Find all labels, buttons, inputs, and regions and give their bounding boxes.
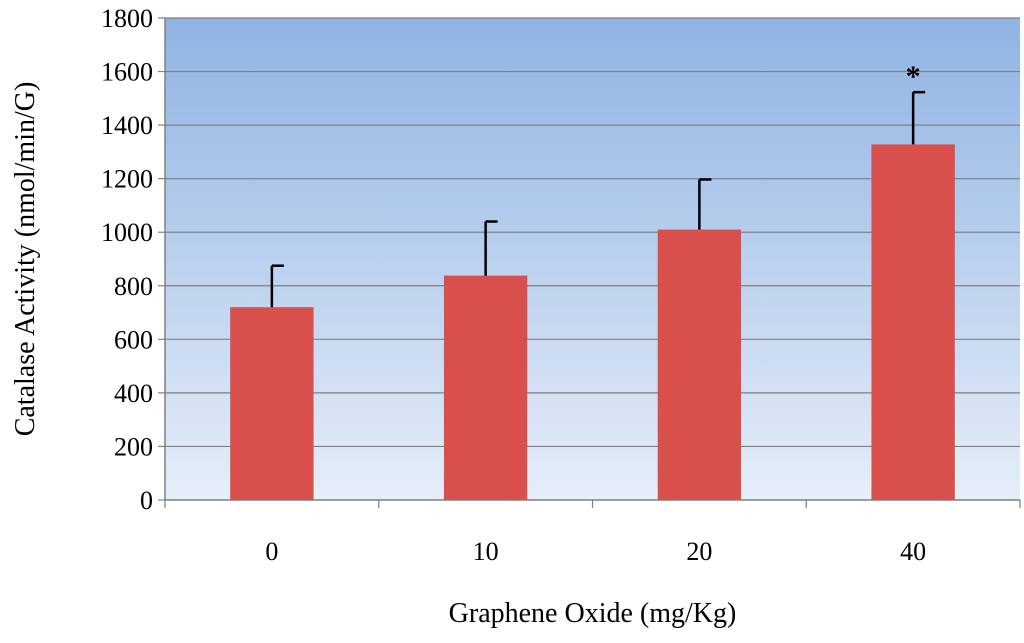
y-tick-label: 1800 xyxy=(101,4,153,33)
significance-mark: * xyxy=(906,60,921,93)
axes xyxy=(158,17,1021,508)
y-tick-label: 0 xyxy=(140,486,153,515)
y-tick-label: 1000 xyxy=(101,218,153,247)
x-tick-label: 40 xyxy=(900,537,926,566)
x-axis-title: Graphene Oxide (mg/Kg) xyxy=(449,598,737,629)
error-bars xyxy=(270,90,926,308)
bars xyxy=(230,144,955,501)
x-tick-label: 10 xyxy=(473,537,499,566)
x-tick-labels: 0 10 20 40 xyxy=(265,537,926,566)
y-axis-title: Catalase Activity (nmol/min/G) xyxy=(10,82,41,437)
x-tick-label: 20 xyxy=(686,537,712,566)
y-tick-label: 600 xyxy=(114,325,153,354)
significance-marks: * xyxy=(906,60,921,93)
y-tick-label: 1200 xyxy=(101,165,153,194)
y-tick-label: 1400 xyxy=(101,111,153,140)
y-tick-labels: 0 200 400 600 800 1000 1200 1400 1600 1800 xyxy=(101,4,153,515)
y-tick-label: 200 xyxy=(114,432,153,461)
bar xyxy=(871,144,955,500)
y-tick-label: 800 xyxy=(114,272,153,301)
x-tick-label: 0 xyxy=(265,537,278,566)
y-tick-label: 400 xyxy=(114,379,153,408)
bar xyxy=(443,275,528,500)
bar xyxy=(230,307,314,500)
y-tick-label: 1600 xyxy=(101,58,153,87)
bar xyxy=(657,229,742,501)
